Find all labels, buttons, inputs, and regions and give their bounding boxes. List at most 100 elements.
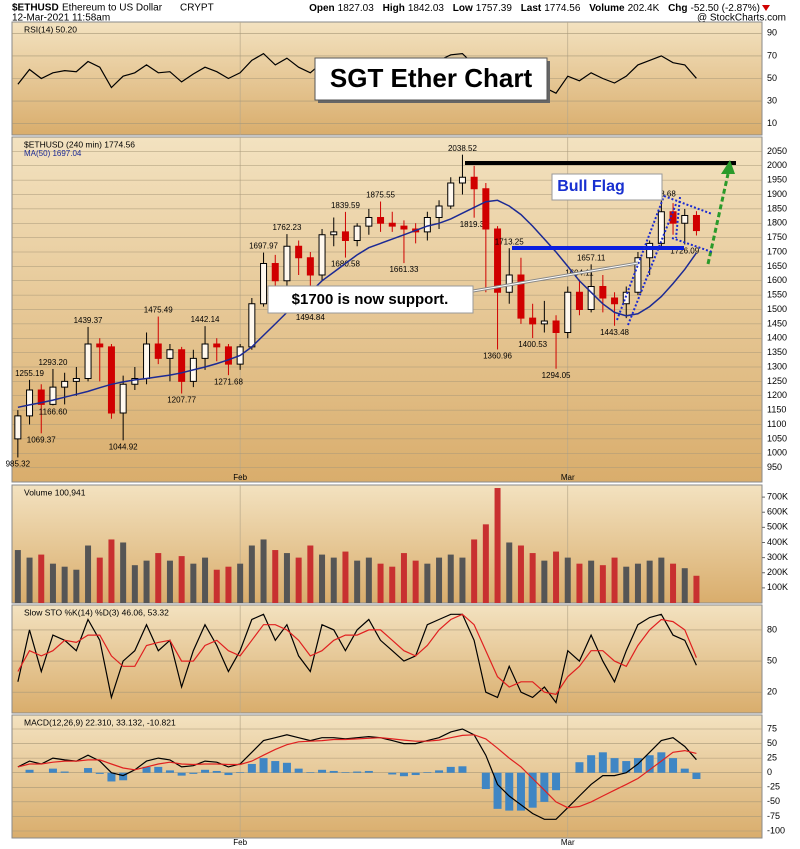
header-date: 12-Mar-2021 11:58am [12, 13, 110, 24]
histogram-bar [177, 772, 186, 776]
volume-bar [447, 554, 454, 603]
high-label: 1293.20 [38, 358, 67, 367]
histogram-bar [505, 772, 514, 811]
volume-bar [506, 542, 513, 603]
histogram-bar [435, 770, 444, 773]
volume-bar [49, 563, 56, 603]
y-tick-label: 1000 [767, 448, 787, 458]
candle-body [248, 303, 256, 348]
low-label: 1294.05 [542, 371, 571, 380]
x-tick-label: Feb [233, 838, 247, 847]
candle-body [260, 263, 268, 305]
y-tick-label: 1400 [767, 333, 787, 343]
histogram-bar [154, 766, 163, 773]
y-tick-label: 600K [767, 507, 788, 517]
y-tick-label: 2050 [767, 146, 787, 156]
volume-bar [354, 560, 361, 603]
header-exchange: CRYPT [180, 3, 214, 14]
candle-body [295, 245, 303, 259]
y-tick-label: 2000 [767, 160, 787, 170]
histogram-bar [306, 772, 315, 773]
histogram-bar [341, 772, 350, 773]
quote-value: 1757.39 [476, 3, 513, 14]
high-label: 1713.25 [495, 237, 524, 246]
low-label: 1360.96 [483, 352, 512, 361]
low-label: 1166.60 [39, 407, 68, 416]
quote-value: 1842.03 [408, 3, 445, 14]
quote-label: Volume [589, 3, 625, 14]
quote-value: -52.50 (-2.87%) [691, 3, 760, 14]
candle-body [306, 257, 314, 276]
quote-label: High [383, 3, 405, 14]
candle-body [318, 234, 326, 276]
volume-bar [61, 566, 68, 603]
y-tick-label: 1150 [767, 405, 786, 415]
histogram-bar [224, 772, 233, 776]
panels: 10 30 50 70 90 RSI(14) 50.20 950 1000 1050 1100 11… [6, 21, 788, 847]
histogram-bar [399, 772, 408, 777]
histogram-bar [622, 761, 631, 773]
annotation-support: $1700 is now support. [292, 291, 449, 308]
candle-body [377, 217, 385, 224]
candle-body [166, 349, 174, 359]
x-tick-label: Feb [233, 473, 247, 482]
volume-bar [73, 569, 80, 603]
volume-bar [213, 569, 220, 603]
histogram-bar [107, 772, 116, 782]
candle-body [470, 176, 478, 190]
panel-title: Volume 100,941 [24, 487, 86, 497]
target-arrow [706, 173, 730, 265]
candle-body [575, 291, 583, 310]
title-box [314, 57, 548, 101]
y-tick-label: -50 [767, 796, 780, 806]
y-tick-label: 400K [767, 537, 788, 547]
candle-body [14, 415, 22, 440]
volume-bar [693, 575, 700, 603]
histogram-bar [481, 772, 490, 790]
quote-label: Open [309, 3, 335, 14]
flag-box [551, 173, 663, 201]
candle-body [26, 389, 34, 417]
low-label: 1443.48 [600, 328, 629, 337]
volume-bar [646, 560, 653, 603]
y-tick-label: 0 [767, 767, 772, 777]
y-tick-label: 20 [767, 687, 777, 697]
histogram-bar [645, 755, 654, 773]
volume-bar [576, 563, 583, 603]
y-tick-label: 1350 [767, 347, 787, 357]
low-label: 1726.09 [670, 247, 699, 256]
y-tick-label: 10 [767, 118, 777, 128]
candle-body [341, 231, 349, 241]
candle-body [96, 343, 104, 348]
high-label: 2038.52 [448, 144, 477, 153]
histogram-bar [329, 770, 338, 773]
high-label: 1762.23 [272, 223, 301, 232]
volume-bar [225, 566, 232, 603]
y-tick-label: 1200 [767, 390, 787, 400]
low-label: 1207.77 [167, 396, 196, 405]
histogram-bar [692, 772, 701, 780]
volume-bar [283, 553, 290, 603]
volume-bar [658, 557, 665, 603]
volume-bar [681, 568, 688, 603]
candle-body [72, 378, 80, 382]
y-tick-label: 75 [767, 723, 777, 733]
annotations: SGT Ether Chart Bull Flag $1700 is now s… [267, 57, 736, 326]
histogram-bar [610, 758, 619, 773]
volume-bar [365, 557, 372, 603]
histogram-bar [540, 772, 549, 802]
histogram-bar [669, 758, 678, 773]
candle-body [435, 205, 443, 218]
histogram-bar [657, 752, 666, 773]
high-label: 1442.14 [191, 315, 220, 324]
header-name: Ethereum to US Dollar [62, 3, 163, 14]
low-label: 1661.33 [389, 265, 418, 274]
arrow-head [721, 160, 735, 174]
indicator-line [17, 734, 697, 809]
volume-bar [436, 557, 443, 603]
y-tick-label: 1950 [767, 175, 787, 185]
volume-bar [237, 563, 244, 603]
candle-body [330, 231, 338, 236]
y-tick-label: 50 [767, 655, 777, 665]
volume-bar [599, 565, 606, 603]
